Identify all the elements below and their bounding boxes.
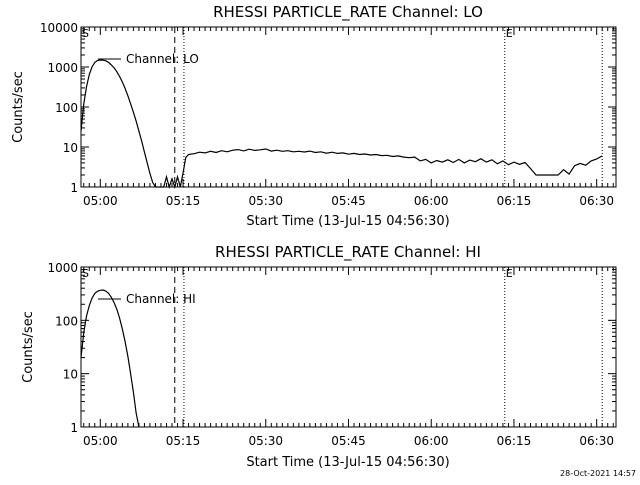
x-tick-label: 06:00: [414, 434, 449, 448]
y-tick-label: 10: [63, 141, 78, 155]
series-line: [80, 289, 140, 428]
y-axis-label: Counts/sec: [21, 311, 36, 383]
y-tick-label: 100: [55, 101, 78, 115]
y-tick-label: 1: [70, 421, 78, 435]
plot-frame: [80, 266, 617, 428]
legend-label: Channel: HI: [126, 292, 196, 306]
y-tick-label: 100: [55, 314, 78, 328]
plot-title: RHESSI PARTICLE_RATE Channel: LO: [213, 3, 483, 22]
plot-lo-channel: RHESSI PARTICLE_RATE Channel: LO Start T…: [11, 3, 617, 229]
x-tick-label: 05:45: [331, 194, 366, 208]
x-tick-label: 06:00: [414, 194, 449, 208]
timestamp-label: 28-Oct-2021 14:57: [560, 469, 636, 478]
x-tick-label: 05:45: [331, 434, 366, 448]
plot-hi-channel: RHESSI PARTICLE_RATE Channel: HI Start T…: [21, 243, 617, 470]
x-tick-label: 06:15: [497, 434, 532, 448]
x-tick-label: 05:30: [248, 434, 283, 448]
marker-label: E: [506, 27, 513, 40]
series-line: [80, 59, 603, 190]
x-tick-label: 05:00: [83, 194, 118, 208]
y-tick-label: 1000: [47, 261, 78, 275]
marker-label: S: [82, 267, 89, 280]
marker-label: E: [506, 267, 513, 280]
x-tick-label: 06:30: [579, 194, 614, 208]
y-axis-label: Counts/sec: [11, 71, 26, 143]
legend-label: Channel: LO: [126, 52, 199, 66]
x-tick-label: 06:15: [497, 194, 532, 208]
x-tick-label: 06:30: [579, 434, 614, 448]
x-tick-label: 05:15: [166, 194, 201, 208]
plot-frame: [80, 26, 617, 188]
x-axis-label: Start Time (13-Jul-15 04:56:30): [246, 214, 449, 229]
y-tick-label: 1000: [47, 61, 78, 75]
y-tick-label: 10: [63, 368, 78, 382]
x-axis-label: Start Time (13-Jul-15 04:56:30): [246, 455, 449, 470]
y-tick-label: 10000: [40, 21, 78, 35]
plot-title: RHESSI PARTICLE_RATE Channel: HI: [215, 243, 481, 262]
x-tick-label: 05:00: [83, 434, 118, 448]
x-tick-label: 05:30: [248, 194, 283, 208]
marker-label: S: [82, 27, 89, 40]
y-tick-label: 1: [70, 181, 78, 195]
x-tick-label: 05:15: [166, 434, 201, 448]
